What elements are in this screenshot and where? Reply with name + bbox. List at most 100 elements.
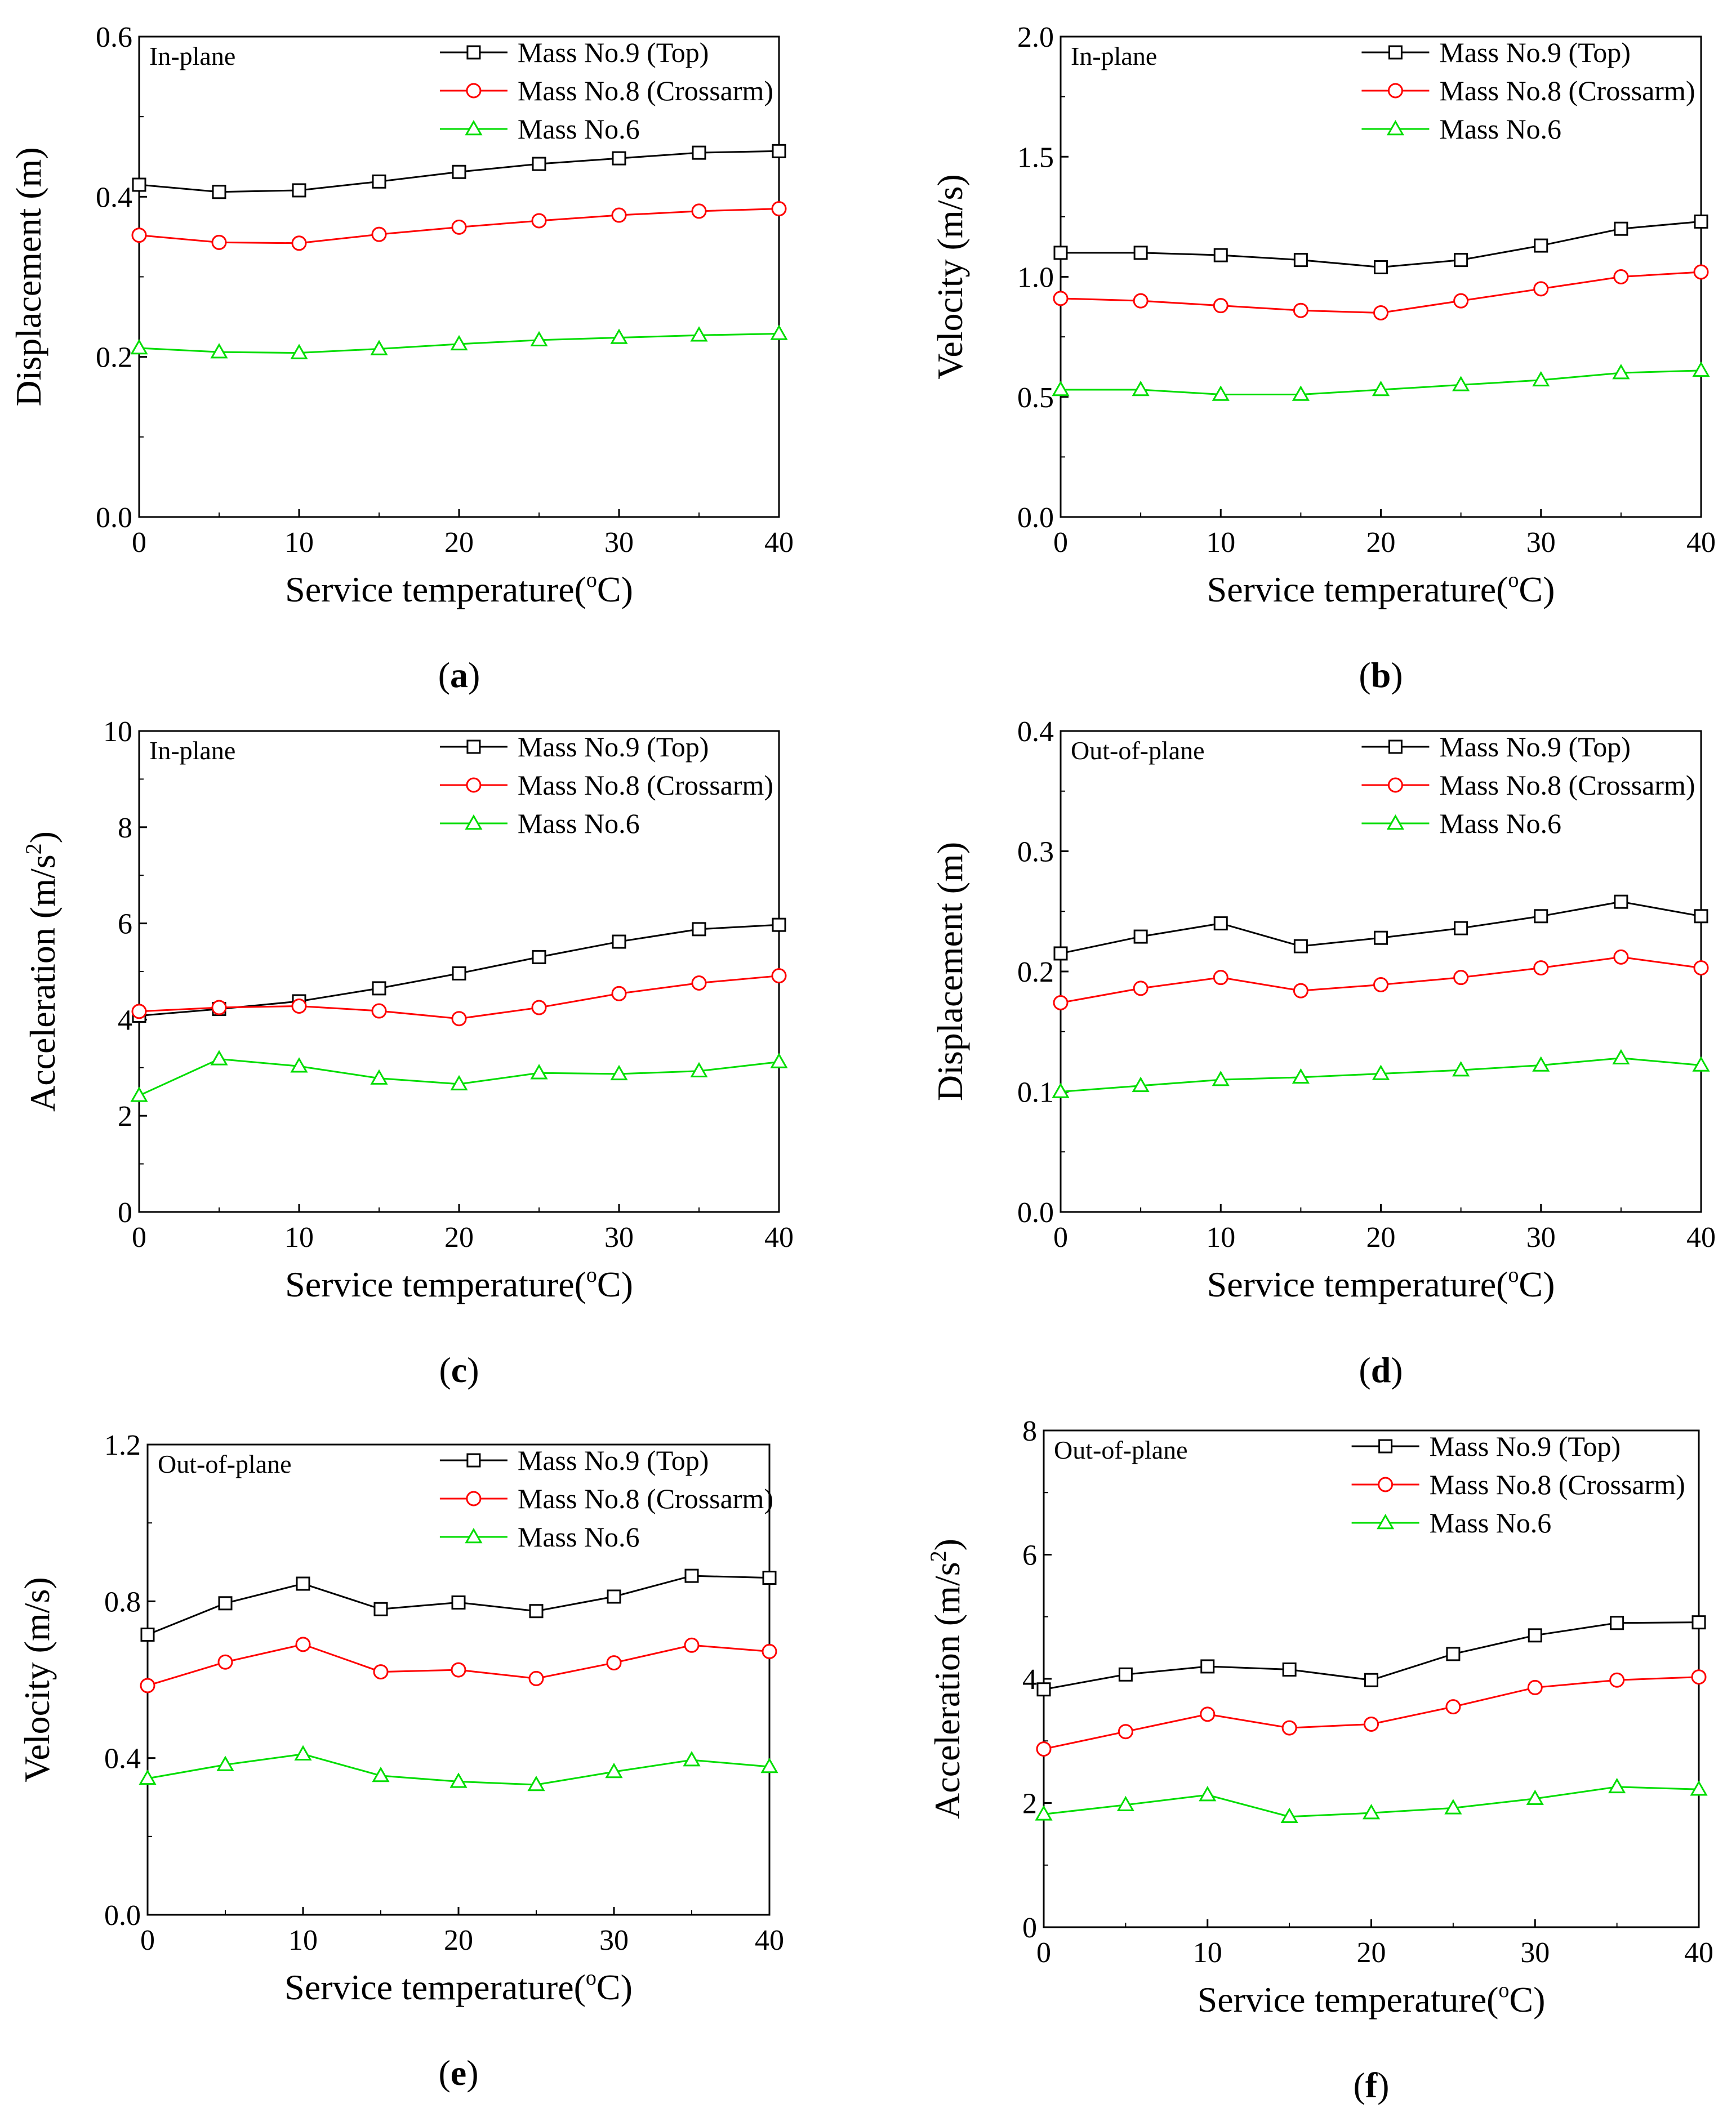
panel-e-series-0-point bbox=[451, 1595, 466, 1610]
panel-b-ylabel: Velocity (m/s) bbox=[930, 174, 970, 379]
panel-a-series-0-point bbox=[612, 151, 626, 166]
panel-c-series-2-point bbox=[770, 1053, 788, 1068]
panel-c-xlabel-main: Service temperature( bbox=[285, 1264, 586, 1304]
panel-e-series-0-point bbox=[296, 1576, 310, 1591]
panel-f-series-0-point bbox=[1200, 1659, 1215, 1674]
panel-b-series-0-point bbox=[1534, 238, 1548, 253]
panel-a-legend-marker bbox=[466, 45, 481, 60]
panel-e-xtick-label: 0 bbox=[140, 1924, 155, 1956]
panel-f-series-2-point bbox=[1362, 1804, 1381, 1820]
panel-a-series-2-point bbox=[530, 331, 548, 347]
panel-a-legend-label: Mass No.6 bbox=[518, 113, 640, 145]
panel-a-legend-entry-2: Mass No.6 bbox=[439, 113, 640, 145]
panel-b-series-0-point bbox=[1053, 246, 1068, 260]
panel-f-xlabel-tail: C) bbox=[1509, 1980, 1545, 2020]
panel-f-legend-entry-1: Mass No.8 (Crossarm) bbox=[1351, 1469, 1685, 1500]
panel-f-annotation: Out-of-plane bbox=[1054, 1436, 1188, 1464]
panel-a-panel-label: (a) bbox=[438, 655, 480, 695]
panel-b-ytick-label: 0.0 bbox=[1017, 502, 1054, 534]
panel-e-series-2-point bbox=[683, 1751, 701, 1767]
panel-e-series-1-point bbox=[373, 1664, 389, 1680]
panel-c-xtick-label: 0 bbox=[132, 1222, 146, 1254]
panel-f-ylabel: Acceleration (m/s2) bbox=[925, 1539, 967, 1819]
panel-d-series-1-point bbox=[1053, 995, 1069, 1011]
panel-d-series-0-point bbox=[1454, 921, 1468, 935]
panel-b-series-2-point bbox=[1052, 380, 1070, 396]
panel-b-xtick-label: 10 bbox=[1206, 527, 1235, 559]
panel-d-series-1-point bbox=[1693, 960, 1709, 976]
panel-d-series-1-point bbox=[1213, 970, 1228, 986]
panel-c-series-2-point bbox=[450, 1075, 468, 1091]
panel-d-series-0-point bbox=[1614, 894, 1628, 909]
panel-e-legend-entry-0: Mass No.9 (Top) bbox=[439, 1445, 709, 1476]
panel-d-series-0-point bbox=[1534, 909, 1548, 924]
panel-c-panel-label-letter: c bbox=[451, 1350, 467, 1390]
panel-f-ytick-label: 4 bbox=[1022, 1664, 1037, 1696]
panel-a-xlabel-degree: o bbox=[586, 568, 597, 592]
panel-f-panel-label-letter: f bbox=[1365, 2065, 1378, 2105]
panel-e-xlabel-main: Service temperature( bbox=[284, 1967, 586, 2007]
panel-f-legend-marker bbox=[1378, 1439, 1393, 1454]
panel-d-series-2-point bbox=[1212, 1071, 1230, 1086]
panel-c-ytick-label: 6 bbox=[118, 908, 132, 941]
panel-c-ylabel: Acceleration (m/s2) bbox=[21, 831, 63, 1112]
panel-f-series-2-point bbox=[1035, 1805, 1053, 1821]
panel-a-series-2-point bbox=[370, 340, 388, 355]
panel-f-xtick-label: 20 bbox=[1357, 1937, 1386, 1969]
panel-e-series-0-point bbox=[607, 1589, 621, 1604]
panel-d-series-2-point bbox=[1292, 1068, 1310, 1084]
panel-e-series-0-point bbox=[373, 1602, 388, 1616]
panel-b-legend-entry-0: Mass No.9 (Top) bbox=[1361, 37, 1631, 68]
panel-a-panel-label-open: ( bbox=[438, 655, 450, 695]
panel-f-series-1-point bbox=[1118, 1724, 1133, 1740]
panel-b-ylabel-main: Velocity (m/s) bbox=[930, 174, 970, 379]
panel-e-series-2 bbox=[139, 1745, 778, 1791]
panel-c-legend-marker bbox=[466, 777, 482, 793]
panel-c-xtick-label: 10 bbox=[284, 1222, 314, 1254]
panel-f-xlabel-main: Service temperature( bbox=[1198, 1980, 1499, 2020]
panel-d-series-1-point bbox=[1613, 949, 1629, 965]
panel-a-ylabel: Displacement (m) bbox=[8, 147, 48, 406]
panel-c-ylabel-tail: ) bbox=[23, 831, 63, 843]
panel-a-ytick-label: 0.2 bbox=[96, 342, 132, 374]
panel-f-series-0-point bbox=[1036, 1682, 1051, 1697]
panel-d: 0 10 20 30 40 0.0 0.1 0.2 0.3 0.4 Service temperat… bbox=[930, 716, 1716, 1390]
panel-c-panel-label-close: ) bbox=[467, 1350, 479, 1390]
panel-b-series-0-point bbox=[1614, 221, 1628, 236]
panel-d-legend-marker bbox=[1387, 777, 1403, 793]
panel-e-series-0-point bbox=[762, 1571, 777, 1585]
panel-c-legend-label: Mass No.9 (Top) bbox=[518, 731, 709, 763]
panel-d-series-0-point bbox=[1213, 916, 1228, 931]
panel-d-legend-entry-0: Mass No.9 (Top) bbox=[1361, 731, 1631, 763]
panel-f-ytick-label: 6 bbox=[1022, 1540, 1037, 1572]
panel-f-series-2 bbox=[1035, 1777, 1708, 1824]
panel-d-xtick-label: 10 bbox=[1206, 1222, 1235, 1254]
panel-e-series-2-point bbox=[216, 1755, 234, 1771]
panel-d-series-1-point bbox=[1533, 960, 1549, 976]
panel-b-series-0-point bbox=[1293, 253, 1308, 268]
panel-a-series-0-point bbox=[532, 157, 546, 171]
panel-f-series-1-point bbox=[1691, 1669, 1707, 1685]
panel-c-series-2-point bbox=[610, 1064, 628, 1081]
panel-d-xlabel-tail: C) bbox=[1519, 1264, 1555, 1304]
panel-f-series-2-point bbox=[1199, 1786, 1217, 1802]
panel-b-xtick-label: 20 bbox=[1366, 527, 1396, 559]
panel-a-series-2-point bbox=[130, 339, 148, 355]
panel-f-series-2-point bbox=[1690, 1780, 1708, 1796]
panel-c-xtick-label: 40 bbox=[764, 1222, 794, 1254]
panel-e-xtick-label: 20 bbox=[444, 1924, 473, 1956]
panel-a-series-0 bbox=[132, 144, 786, 199]
panel-b-ytick-label: 2.0 bbox=[1017, 21, 1054, 54]
panel-c-ytick-label: 4 bbox=[118, 1004, 132, 1036]
panel-c: 0 10 20 30 40 0 2 4 6 8 10 Service temperature(oC) A… bbox=[21, 716, 794, 1390]
panel-c-xlabel: Service temperature(oC) bbox=[285, 1263, 633, 1304]
panel-d-series-2-point bbox=[1612, 1049, 1630, 1064]
panel-e-series-1-point bbox=[451, 1662, 466, 1678]
panel-a-xtick-label: 0 bbox=[132, 527, 146, 559]
panel-d-legend-label: Mass No.8 (Crossarm) bbox=[1439, 769, 1695, 801]
panel-e-series-1-point bbox=[684, 1637, 700, 1653]
panel-b-frame bbox=[1060, 35, 1702, 518]
panel-b-panel-label-letter: b bbox=[1371, 655, 1391, 695]
panel-a-series-1-point bbox=[131, 228, 147, 243]
panel-e-xlabel-tail: C) bbox=[597, 1967, 633, 2007]
